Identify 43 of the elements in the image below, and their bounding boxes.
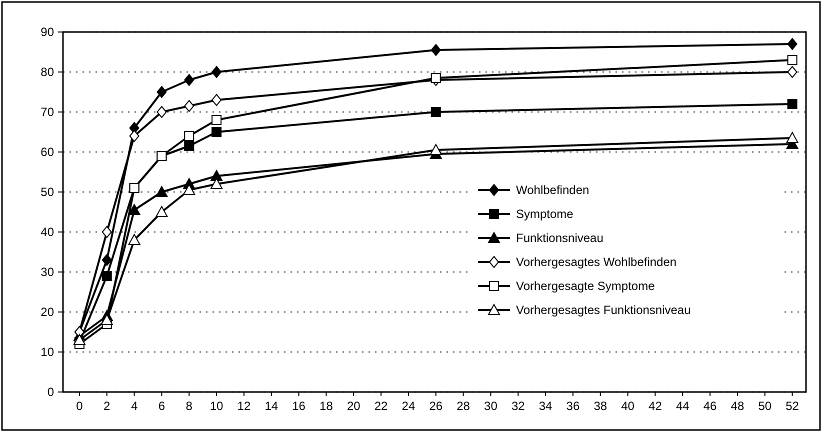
x-tick-label: 42 xyxy=(648,399,662,413)
y-tick-label: 10 xyxy=(40,345,54,360)
legend-label: Funktionsniveau xyxy=(516,231,604,246)
y-tick-label: 70 xyxy=(40,105,54,120)
x-tick-label: 32 xyxy=(511,399,526,413)
y-tick-label: 30 xyxy=(40,265,54,280)
x-tick-label: 26 xyxy=(429,399,443,413)
x-tick-label: 4 xyxy=(130,399,138,413)
y-tick-label: 90 xyxy=(40,25,54,40)
x-tick-label: 12 xyxy=(237,399,251,413)
x-tick-label: 50 xyxy=(758,399,772,413)
y-tick-label: 60 xyxy=(40,145,54,160)
x-tick-label: 24 xyxy=(402,399,416,413)
legend-label: Vorhergesagtes Funktionsniveau xyxy=(516,303,691,318)
legend-label: Wohlbefinden xyxy=(516,183,590,198)
x-tick-label: 48 xyxy=(730,399,744,413)
x-tick-label: 28 xyxy=(456,399,470,413)
y-tick-label: 40 xyxy=(40,225,54,240)
x-tick-label: 52 xyxy=(786,399,800,413)
x-tick-label: 16 xyxy=(292,399,306,413)
x-tick-label: 38 xyxy=(594,399,608,413)
x-tick-label: 20 xyxy=(346,399,361,413)
y-tick-label: 20 xyxy=(40,305,54,320)
legend-label: Vorhergesagtes Wohlbefinden xyxy=(516,255,677,270)
y-tick-label: 80 xyxy=(40,65,54,80)
x-tick-label: 46 xyxy=(703,399,718,413)
x-tick-label: 2 xyxy=(104,399,111,413)
x-tick-label: 36 xyxy=(566,399,580,413)
x-tick-label: 8 xyxy=(186,399,193,413)
x-tick-label: 0 xyxy=(76,399,84,413)
x-tick-label: 14 xyxy=(264,399,278,413)
y-tick-label: 0 xyxy=(47,385,54,400)
x-tick-label: 6 xyxy=(158,399,166,413)
x-tick-label: 22 xyxy=(374,399,388,413)
x-tick-label: 30 xyxy=(484,399,498,413)
x-tick-label: 44 xyxy=(676,399,690,413)
legend-label: Symptome xyxy=(516,207,574,222)
y-tick-label: 50 xyxy=(40,185,54,200)
legend-label: Vorhergesagte Symptome xyxy=(516,279,656,294)
x-tick-label: 18 xyxy=(320,399,334,413)
x-tick-label: 10 xyxy=(210,399,224,413)
x-tick-label: 34 xyxy=(538,399,553,413)
x-tick-label: 40 xyxy=(621,399,635,413)
